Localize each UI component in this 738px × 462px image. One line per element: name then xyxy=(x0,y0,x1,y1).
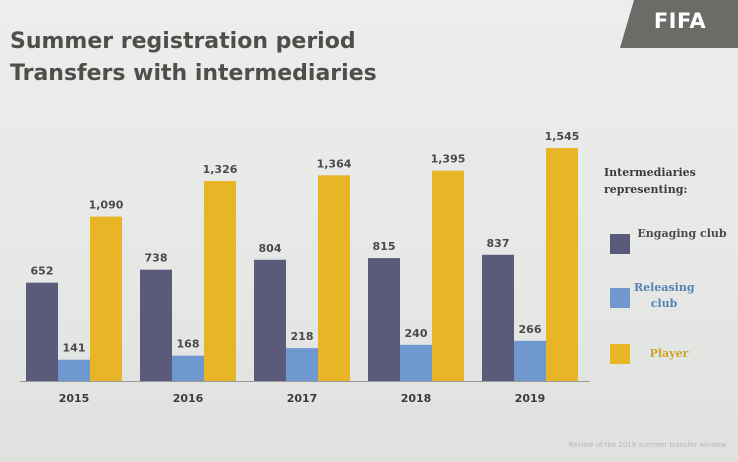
value-label-2018-player: 1,395 xyxy=(431,153,466,166)
category-label-2018: 2018 xyxy=(401,392,432,405)
category-labels-group: 2015 2016 2017 2018 2019 xyxy=(59,392,546,405)
logo-text: FIFA xyxy=(653,9,707,33)
legend-label-releasing-club: Releasing club xyxy=(634,281,695,310)
legend-swatch-engaging-club xyxy=(610,234,630,254)
title-line-1: Summer registration period xyxy=(10,29,356,54)
bar-2019-releasing-club xyxy=(514,340,546,381)
bar-2018-releasing-club xyxy=(400,344,432,381)
value-label-2017-releasing-club: 218 xyxy=(291,330,314,343)
bar-2018-engaging-club xyxy=(368,258,400,381)
bar-2018-player xyxy=(432,170,464,381)
legend-item-engaging-club: Engaging club xyxy=(610,224,730,264)
bar-2015-releasing-club xyxy=(58,359,90,381)
bar-2016-releasing-club xyxy=(172,355,204,381)
value-label-2019-releasing-club: 266 xyxy=(519,323,542,336)
logo-shape xyxy=(620,0,738,48)
legend-title: Intermediaries representing: xyxy=(604,166,696,196)
bar-2019-player xyxy=(546,148,578,381)
value-label-2015-player: 1,090 xyxy=(89,199,124,212)
value-label-2015-engaging-club: 652 xyxy=(31,265,54,278)
legend-label-engaging-club: Engaging club xyxy=(637,227,727,240)
value-label-2016-releasing-club: 168 xyxy=(177,338,200,351)
legend-item-player: Player xyxy=(610,338,730,378)
category-label-2017: 2017 xyxy=(287,392,318,405)
legend-swatch-player xyxy=(610,344,630,364)
legend-item-releasing-club: Releasing club xyxy=(610,280,730,320)
legend-label-player: Player xyxy=(649,347,689,360)
value-label-2018-releasing-club: 240 xyxy=(405,327,428,340)
bar-2017-releasing-club xyxy=(286,348,318,381)
category-label-2015: 2015 xyxy=(59,392,90,405)
bar-2019-engaging-club xyxy=(482,254,514,381)
category-label-2016: 2016 xyxy=(173,392,204,405)
value-label-2015-releasing-club: 141 xyxy=(63,342,86,355)
bar-2016-player xyxy=(204,181,236,381)
bar-2015-player xyxy=(90,216,122,381)
value-label-2017-engaging-club: 804 xyxy=(259,242,282,255)
legend-swatch-releasing-club xyxy=(610,288,630,308)
value-labels-group: 652 141 1,090 738 168 1,326 804 218 1,364 815 240 1… xyxy=(31,130,580,355)
bars-group xyxy=(26,148,578,381)
category-label-2019: 2019 xyxy=(515,392,546,405)
title-line-2: Transfers with intermediaries xyxy=(10,61,377,86)
value-label-2016-player: 1,326 xyxy=(203,163,238,176)
bar-2016-engaging-club xyxy=(140,269,172,381)
chart-title: Summer registration period Transfers wit… xyxy=(10,26,377,90)
bar-2017-player xyxy=(318,175,350,381)
value-label-2017-player: 1,364 xyxy=(317,157,352,170)
bar-2015-engaging-club xyxy=(26,282,58,381)
value-label-2016-engaging-club: 738 xyxy=(145,252,168,265)
bar-2017-engaging-club xyxy=(254,259,286,381)
footer-caption: Review of the 2019 summer transfer windo… xyxy=(568,441,726,449)
fifa-logo xyxy=(620,0,738,48)
value-label-2019-player: 1,545 xyxy=(545,130,580,143)
value-label-2019-engaging-club: 837 xyxy=(487,237,510,250)
value-label-2018-engaging-club: 815 xyxy=(373,240,396,253)
